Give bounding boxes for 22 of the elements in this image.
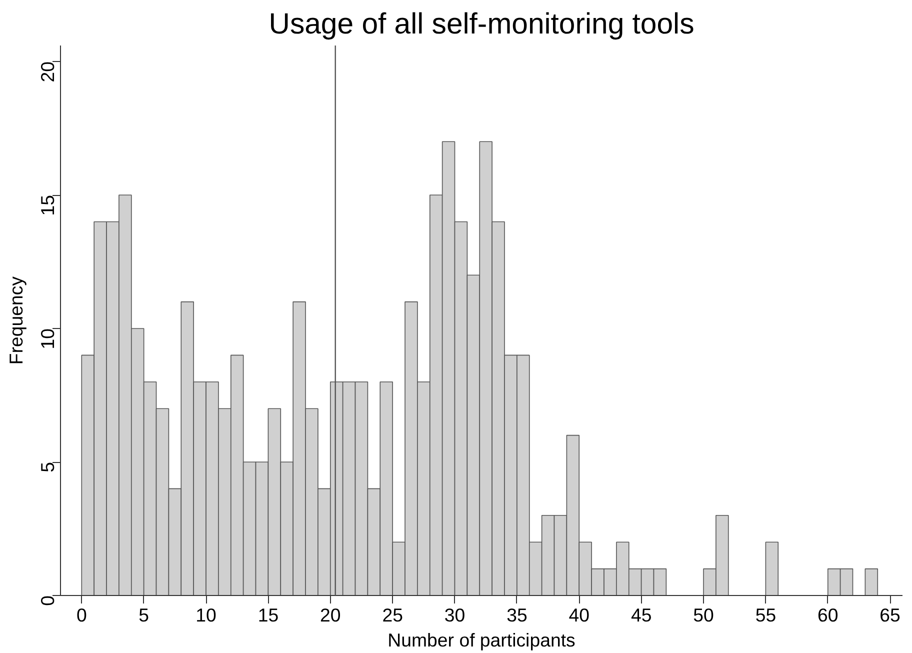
x-tick-label: 50	[693, 604, 714, 626]
chart-title: Usage of all self-monitoring tools	[268, 8, 694, 40]
x-tick-label: 35	[506, 604, 528, 626]
x-axis-title: Number of participants	[388, 630, 576, 650]
y-tick-label: 20	[37, 62, 58, 82]
y-tick-label: 15	[37, 195, 58, 216]
x-tick-label: 60	[818, 604, 838, 626]
x-tick-label: 40	[568, 604, 590, 626]
y-axis-title: Frequency	[6, 276, 26, 365]
y-tick-label: 10	[37, 328, 58, 350]
x-tick-label: 5	[138, 604, 150, 626]
x-tick-label: 45	[630, 604, 652, 626]
x-tick-label: 0	[76, 604, 87, 626]
y-tick-label: 0	[37, 595, 58, 606]
x-tick-label: 25	[382, 604, 403, 626]
y-tick-label: 5	[37, 462, 58, 472]
x-tick-label: 65	[880, 604, 900, 626]
x-tick-label: 15	[258, 604, 279, 626]
x-tick-label: 30	[444, 604, 466, 626]
x-tick-label: 55	[755, 604, 776, 626]
x-tick-label: 10	[196, 604, 216, 626]
x-tick-label: 20	[320, 604, 341, 626]
